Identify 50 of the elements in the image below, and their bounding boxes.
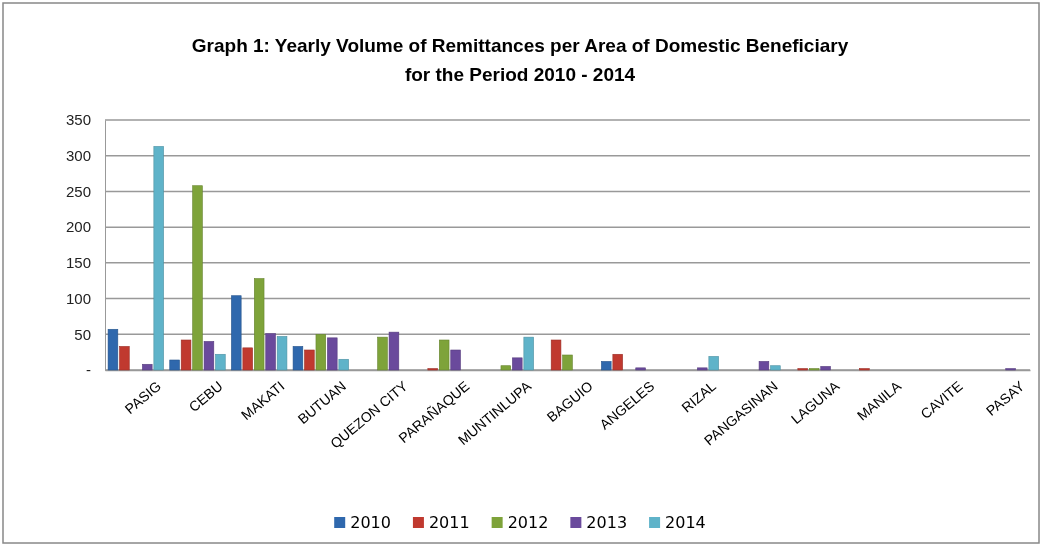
bar xyxy=(119,346,130,371)
bar xyxy=(601,361,612,371)
bar xyxy=(388,331,400,371)
bar xyxy=(180,339,192,371)
legend-label: 2012 xyxy=(507,513,549,532)
y-tick-label: 300 xyxy=(65,147,91,165)
bar xyxy=(142,363,153,371)
bar xyxy=(550,339,562,371)
bar xyxy=(697,367,708,371)
y-tick-label: 50 xyxy=(74,325,91,343)
bar xyxy=(512,357,523,371)
bar xyxy=(107,328,119,371)
bar xyxy=(169,359,180,371)
bar xyxy=(708,356,719,371)
bar xyxy=(254,278,265,371)
bar xyxy=(242,347,253,371)
bar xyxy=(562,354,573,371)
bar xyxy=(304,349,315,371)
bar xyxy=(450,349,461,371)
bar xyxy=(338,358,349,371)
bar xyxy=(215,353,226,371)
bar xyxy=(276,336,288,371)
bar xyxy=(327,337,338,371)
y-tick-label: 350 xyxy=(65,111,91,129)
bar xyxy=(192,185,203,371)
y-tick-label: 250 xyxy=(65,182,91,200)
y-tick-label: 100 xyxy=(65,289,91,307)
y-tick-label: 150 xyxy=(65,254,91,272)
legend-label: 2014 xyxy=(665,513,706,532)
bar xyxy=(231,295,242,371)
y-tick-label: 200 xyxy=(65,218,91,236)
legend-label: 2011 xyxy=(428,513,470,532)
bar xyxy=(377,336,388,371)
bar xyxy=(439,339,450,371)
bar xyxy=(635,367,646,371)
bar xyxy=(523,336,534,371)
bar xyxy=(820,366,831,371)
bar xyxy=(612,353,623,371)
bar xyxy=(265,333,276,371)
legend-label: 2010 xyxy=(350,513,391,532)
bar xyxy=(758,361,770,371)
y-tick-label: - xyxy=(86,361,91,379)
bar xyxy=(203,341,215,371)
chart-title: Graph 1: Yearly Volume of Remittances per Area of Domestic Beneficiary for the Period 2010 - 2014 xyxy=(191,35,849,85)
legend-label: 2013 xyxy=(586,513,628,532)
bar xyxy=(153,146,164,371)
bar xyxy=(315,333,326,371)
bar xyxy=(500,365,511,371)
bar xyxy=(292,346,304,371)
bar xyxy=(770,365,781,371)
